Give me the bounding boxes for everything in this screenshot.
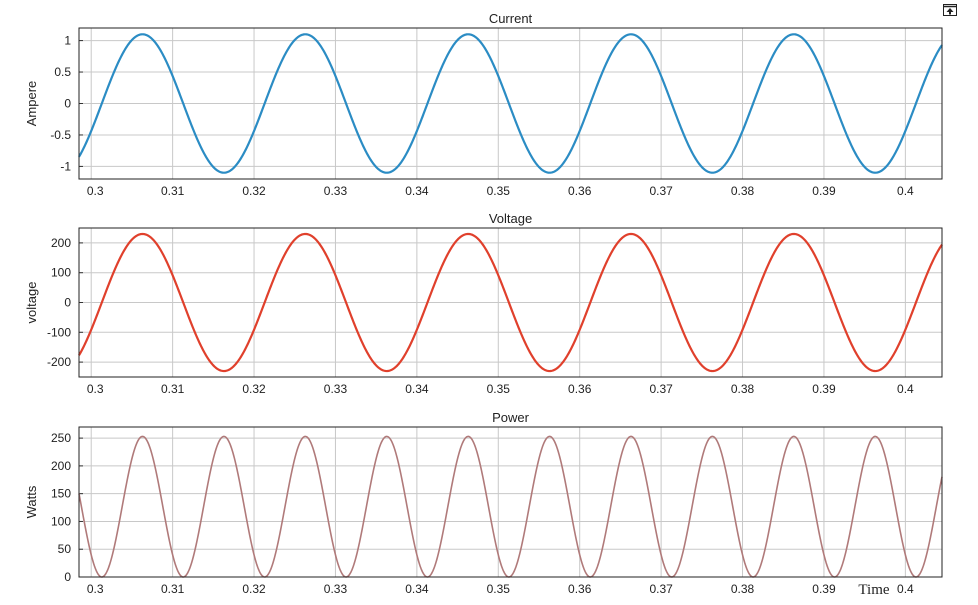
x-tick-label: 0.39 xyxy=(812,184,836,198)
x-tick-label: 0.34 xyxy=(405,582,429,596)
y-tick-label: 200 xyxy=(51,459,71,473)
x-tick-label: 0.4 xyxy=(897,582,914,596)
x-tick-label: 0.31 xyxy=(161,184,185,198)
y-tick-label: -100 xyxy=(47,325,71,339)
x-tick-label: 0.36 xyxy=(568,582,592,596)
y-tick-label: 1 xyxy=(64,34,71,48)
y-tick-label: 0 xyxy=(64,296,71,310)
plot-area-3 xyxy=(79,427,942,577)
y-tick-label: 250 xyxy=(51,431,71,445)
x-tick-label: 0.36 xyxy=(568,382,592,396)
y-tick-label: -0.5 xyxy=(50,128,71,142)
y-tick-label: 150 xyxy=(51,487,71,501)
x-tick-label: 0.32 xyxy=(242,582,266,596)
x-tick-label: 0.35 xyxy=(487,184,511,198)
x-tick-label: 0.3 xyxy=(87,382,104,396)
x-tick-label: 0.38 xyxy=(731,582,755,596)
chart-title: Current xyxy=(489,11,533,26)
x-tick-label: 0.32 xyxy=(242,184,266,198)
axes-frame xyxy=(78,227,943,378)
series-line-3-1 xyxy=(78,435,943,578)
restore-axes-icon[interactable] xyxy=(943,4,957,16)
x-tick-label: 0.34 xyxy=(405,382,429,396)
x-tick-label: 0.32 xyxy=(242,382,266,396)
y-tick-label: 200 xyxy=(51,236,71,250)
x-tick-label: 0.37 xyxy=(649,184,673,198)
chart-title: Voltage xyxy=(489,211,532,226)
x-tick-label: 0.38 xyxy=(731,382,755,396)
x-axis-label: Time xyxy=(858,582,889,598)
chart-title: Power xyxy=(492,410,530,425)
y-axis-label: Ampere xyxy=(24,81,39,127)
x-tick-label: 0.38 xyxy=(731,184,755,198)
x-tick-label: 0.37 xyxy=(649,382,673,396)
x-tick-label: 0.31 xyxy=(161,582,185,596)
y-tick-label: 0.5 xyxy=(54,65,71,79)
axes-frame xyxy=(78,426,943,578)
x-tick-label: 0.4 xyxy=(897,382,914,396)
y-tick-label: -1 xyxy=(60,159,71,173)
series-line-1-1 xyxy=(78,33,943,174)
y-tick-label: -200 xyxy=(47,355,71,369)
x-tick-label: 0.3 xyxy=(87,582,104,596)
y-tick-label: 0 xyxy=(64,97,71,111)
x-tick-label: 0.39 xyxy=(812,582,836,596)
x-tick-label: 0.3 xyxy=(87,184,104,198)
y-tick-label: 50 xyxy=(58,542,72,556)
y-tick-label: 100 xyxy=(51,514,71,528)
x-tick-label: 0.33 xyxy=(324,184,348,198)
y-tick-label: 0 xyxy=(64,570,71,584)
x-tick-label: 0.35 xyxy=(487,382,511,396)
x-tick-label: 0.35 xyxy=(487,582,511,596)
x-tick-label: 0.36 xyxy=(568,184,592,198)
y-axis-label: voltage xyxy=(24,282,39,324)
axes-frame xyxy=(78,27,943,180)
x-label-background xyxy=(851,580,895,598)
x-tick-label: 0.4 xyxy=(897,184,914,198)
x-tick-label: 0.34 xyxy=(405,184,429,198)
x-tick-label: 0.33 xyxy=(324,382,348,396)
x-tick-label: 0.33 xyxy=(324,582,348,596)
x-tick-label: 0.31 xyxy=(161,382,185,396)
y-tick-label: 100 xyxy=(51,266,71,280)
series-line-2-1 xyxy=(78,232,943,373)
x-tick-label: 0.37 xyxy=(649,582,673,596)
y-axis-label: Watts xyxy=(24,485,39,518)
x-tick-label: 0.39 xyxy=(812,382,836,396)
